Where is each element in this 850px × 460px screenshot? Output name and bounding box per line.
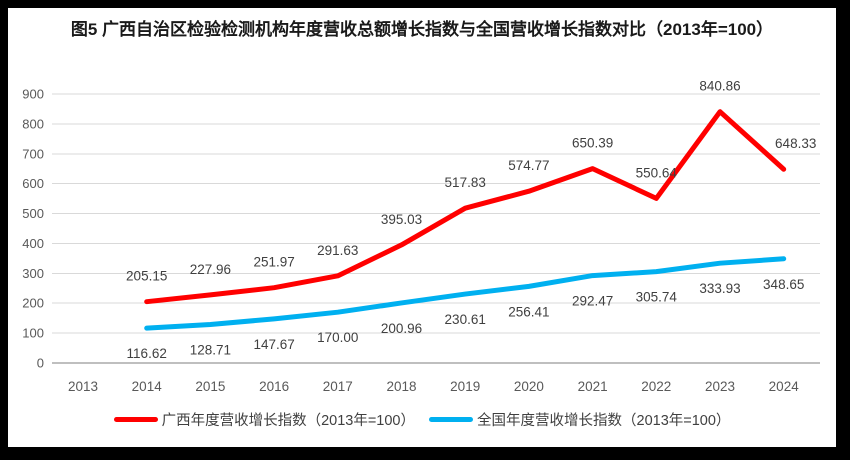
x-axis-tick-label: 2015 [195,379,225,394]
national-data-label: 256.41 [508,304,549,319]
x-axis-tick-label: 2014 [132,379,163,394]
y-axis-tick-label: 500 [22,206,44,221]
national-data-label: 348.65 [763,277,804,292]
national-data-label: 333.93 [699,281,740,296]
national-data-label: 292.47 [572,294,613,309]
y-axis-tick-label: 400 [22,236,44,251]
x-axis-tick-label: 2019 [450,379,480,394]
national-data-label: 200.96 [381,321,422,336]
legend: 广西年度营收增长指数（2013年=100） 全国年度营收增长指数（2013年=1… [8,409,836,430]
guangxi-data-label: 227.96 [190,262,231,277]
chart-title: 图5 广西自治区检验检测机构年度营收总额增长指数与全国营收增长指数对比（2013… [70,20,774,39]
x-axis-tick-label: 2020 [514,379,544,394]
y-axis-tick-label: 300 [22,266,44,281]
national-data-label: 170.00 [317,330,358,345]
guangxi-data-label: 251.97 [253,255,294,270]
x-axis-tick-label: 2016 [259,379,289,394]
national-data-label: 128.71 [190,343,231,358]
guangxi-data-label: 291.63 [317,243,358,258]
y-axis-tick-label: 700 [22,146,44,161]
x-axis-tick-label: 2021 [578,379,608,394]
legend-item-guangxi: 广西年度营收增长指数（2013年=100） [113,409,415,430]
guangxi-data-label: 574.77 [508,158,549,173]
guangxi-data-label: 517.83 [445,175,486,190]
legend-label-guangxi: 广西年度营收增长指数（2013年=100） [161,413,415,429]
national-data-label: 230.61 [445,312,486,327]
national-data-label: 305.74 [636,290,678,305]
guangxi-data-label: 205.15 [126,269,167,284]
x-axis-tick-label: 2022 [641,379,671,394]
y-axis-tick-label: 900 [22,87,44,102]
national-line [144,256,787,331]
legend-item-national: 全国年度营收增长指数（2013年=100） [429,409,730,430]
legend-label-national: 全国年度营收增长指数（2013年=100） [477,413,731,429]
y-axis-tick-label: 800 [22,116,44,131]
y-axis-tick-label: 0 [37,356,44,371]
y-axis-tick-label: 100 [22,326,44,341]
guangxi-line-swatch-icon [113,417,158,422]
y-axis-tick-label: 600 [22,176,44,191]
national-data-label: 147.67 [253,337,294,352]
x-axis-tick-label: 2024 [769,379,800,394]
guangxi-data-label: 840.86 [699,79,740,94]
y-axis-tick-label: 200 [22,296,44,311]
x-axis-tick-label: 2017 [323,379,353,394]
guangxi-line [144,109,787,305]
x-axis-tick-label: 2023 [705,379,735,394]
line-chart-plot-area: 0 100 200 300 400 500 600 700 800 900 2013 2014 2015… [22,79,820,394]
guangxi-data-label: 395.03 [381,212,422,227]
guangxi-data-label: 648.33 [775,136,816,151]
national-line-swatch-icon [429,417,473,422]
x-axis-tick-label: 2018 [386,379,416,394]
national-data-label: 116.62 [127,346,167,361]
guangxi-data-label: 650.39 [572,136,613,151]
x-axis-tick-label: 2013 [68,379,98,394]
guangxi-data-label: 550.64 [636,165,678,180]
